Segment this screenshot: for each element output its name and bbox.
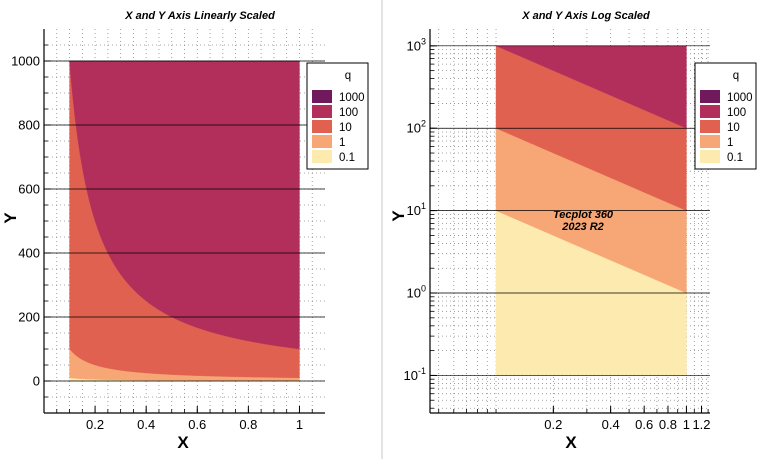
legend-swatch — [312, 105, 332, 118]
y-tick-label: 103 — [407, 36, 426, 53]
y-tick-label: 100 — [407, 284, 426, 301]
legend: q 1000 100 10 1 0.1 — [694, 62, 757, 170]
y-axis-label: Y — [389, 210, 408, 222]
y-tick-label: 0 — [33, 374, 40, 389]
x-tick-label: 1 — [296, 417, 303, 432]
legend-swatch — [700, 120, 720, 133]
legend-swatch — [312, 90, 332, 103]
x-ticks: 0.2 0.4 0.6 0.8 1 1.2 — [544, 406, 711, 432]
x-axis-label: X — [565, 433, 577, 452]
major-gridlines — [44, 60, 325, 382]
legend-label: 100 — [339, 107, 358, 119]
legend-swatch — [700, 150, 720, 163]
watermark-line-1: Tecplot 360 — [553, 209, 614, 221]
x-tick-label: 0.6 — [635, 417, 653, 432]
x-tick-label: 0.8 — [239, 417, 257, 432]
x-ticks: 0.2 0.4 0.6 0.8 1 — [86, 406, 303, 432]
contour-bands — [69, 60, 300, 382]
x-tick-label: 0.8 — [659, 417, 677, 432]
linear-plot: X and Y Axis Linearly Scaled 0 200 400 600 80… — [1, 10, 369, 452]
legend-label: 1000 — [727, 92, 753, 104]
x-tick-label: 0.4 — [602, 417, 620, 432]
major-gridlines — [430, 45, 710, 376]
legend-swatch — [312, 120, 332, 133]
y-minor-ticks — [44, 44, 48, 398]
legend-swatch — [312, 150, 332, 163]
legend-swatch — [312, 135, 332, 148]
y-axis-label: Y — [1, 212, 20, 224]
x-minor-ticks — [56, 409, 313, 413]
legend-label: 1 — [339, 137, 345, 149]
chart-title: X and Y Axis Linearly Scaled — [124, 10, 275, 22]
y-tick-label: 1000 — [11, 54, 40, 69]
x-minor-ticks — [438, 409, 709, 413]
y-minor-ticks — [430, 45, 434, 409]
legend-label: 10 — [339, 122, 352, 134]
watermark: Tecplot 360 2023 R2 — [553, 209, 614, 233]
chart-title: X and Y Axis Log Scaled — [521, 10, 650, 22]
y-ticks: 0 200 400 600 800 1000 — [11, 54, 51, 389]
legend-label: 0.1 — [339, 152, 355, 164]
legend: q 1000 100 10 1 0.1 — [306, 62, 369, 170]
x-axis-label: X — [177, 433, 189, 452]
legend-title: q — [345, 70, 351, 82]
y-tick-label: 102 — [407, 119, 426, 136]
y-tick-label: 800 — [18, 118, 40, 133]
legend-title: q — [733, 70, 739, 82]
x-tick-label: 1 — [683, 417, 690, 432]
legend-label: 0.1 — [727, 152, 743, 164]
y-ticks: 10-1 100 101 102 103 — [404, 36, 437, 383]
y-tick-label: 400 — [18, 246, 40, 261]
legend-swatch — [700, 90, 720, 103]
legend-label: 10 — [727, 122, 740, 134]
legend-swatch — [700, 135, 720, 148]
x-tick-label: 0.2 — [544, 417, 562, 432]
x-tick-label: 0.4 — [137, 417, 155, 432]
legend-label: 1000 — [339, 92, 365, 104]
y-tick-label: 10-1 — [404, 366, 426, 383]
y-tick-label: 600 — [18, 182, 40, 197]
y-tick-label: 200 — [18, 310, 40, 325]
x-tick-label: 0.6 — [188, 417, 206, 432]
log-plot: X and Y Axis Log Scaled10-11001011021030… — [389, 10, 757, 452]
y-tick-label: 101 — [407, 201, 426, 218]
legend-swatch — [700, 105, 720, 118]
legend-label: 100 — [727, 107, 746, 119]
watermark-line-2: 2023 R2 — [561, 221, 604, 233]
x-tick-label: 0.2 — [86, 417, 104, 432]
x-tick-label: 1.2 — [692, 417, 710, 432]
legend-label: 1 — [727, 137, 733, 149]
